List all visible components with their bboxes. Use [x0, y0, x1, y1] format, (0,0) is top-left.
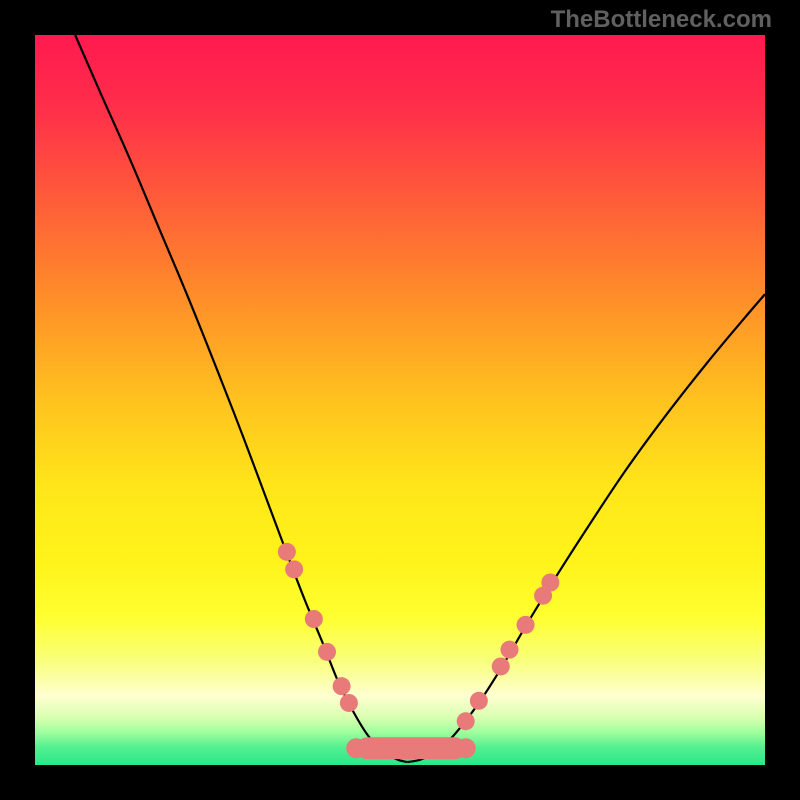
data-dot: [305, 610, 323, 628]
data-dot: [278, 543, 296, 561]
data-dot: [340, 694, 358, 712]
watermark-text: TheBottleneck.com: [551, 6, 772, 34]
bottom-band-rect: [356, 737, 466, 759]
gradient-background: [35, 35, 765, 765]
data-dot: [501, 641, 519, 659]
plot-svg: [0, 0, 800, 800]
chart-root: TheBottleneck.com: [0, 0, 800, 800]
data-dot: [285, 560, 303, 578]
data-dot: [492, 657, 510, 675]
bottom-band-cap: [346, 738, 366, 758]
data-dot: [457, 712, 475, 730]
data-dot: [318, 643, 336, 661]
data-dot: [470, 692, 488, 710]
data-dot: [517, 616, 535, 634]
bottom-band: [346, 737, 476, 759]
plot-area: [35, 35, 765, 765]
bottom-band-cap: [456, 738, 476, 758]
data-dot: [541, 574, 559, 592]
data-dot: [333, 677, 351, 695]
